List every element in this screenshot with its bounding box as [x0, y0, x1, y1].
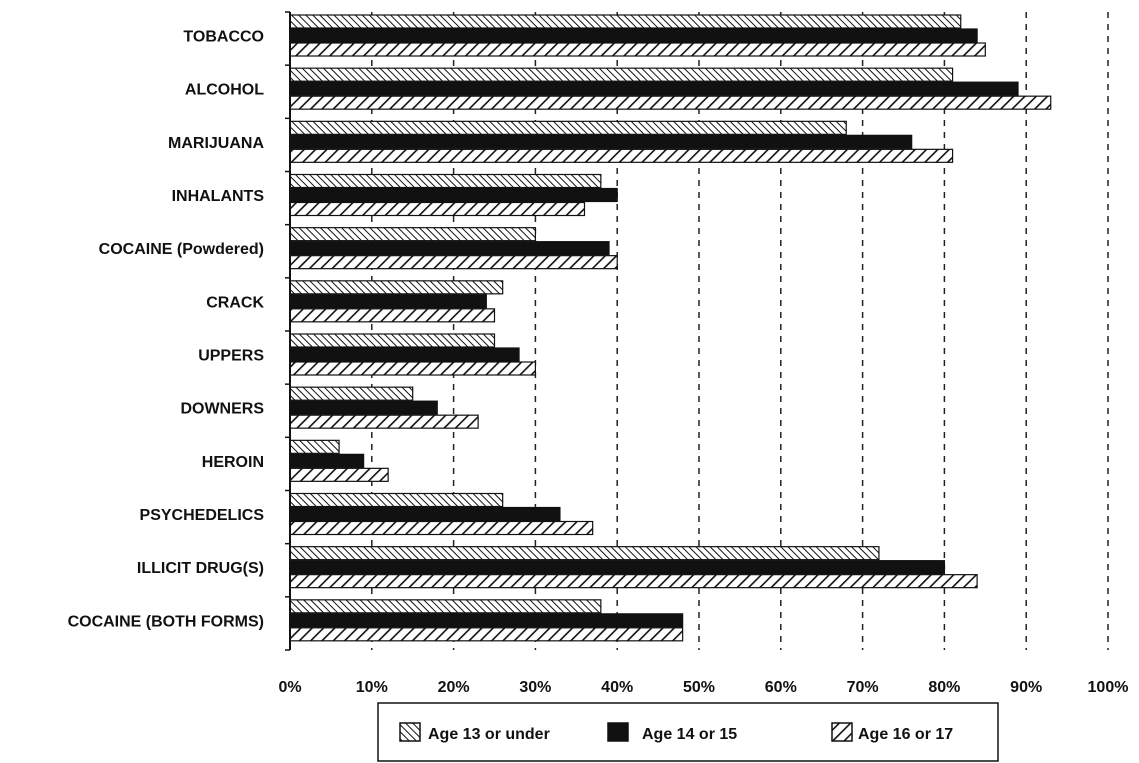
category-label-inhalants: INHALANTS [172, 188, 265, 205]
x-tick-label: 40% [601, 679, 633, 696]
bar-inhalants-age-16-or-17 [289, 201, 586, 217]
category-label-tobacco: TOBACCO [183, 29, 264, 46]
bar-illicit-drug-s-age-13-or-under [289, 546, 880, 561]
bar-downers-age-13-or-under [289, 386, 414, 401]
bar-psychedelics-age-14-or-15 [289, 506, 561, 522]
bar-alcohol-age-16-or-17 [289, 95, 1052, 110]
bar-crack-age-13-or-under [289, 280, 504, 295]
legend-swatch-age-16-or-17 [831, 722, 853, 742]
category-label-downers: DOWNERS [180, 401, 264, 418]
category-label-uppers: UPPERS [198, 348, 264, 365]
bar-tobacco-age-16-or-17 [289, 42, 986, 57]
x-tick-label: 100% [1088, 679, 1129, 696]
legend-swatch-age-14-or-15 [607, 722, 629, 742]
category-label-alcohol: ALCOHOL [185, 82, 264, 99]
bar-downers-age-16-or-17 [289, 414, 479, 429]
bar-crack-age-14-or-15 [289, 294, 487, 309]
bar-inhalants-age-14-or-15 [289, 187, 618, 203]
bar-alcohol-age-13-or-under [289, 67, 954, 82]
legend: Age 13 or under Age 14 or 15 Age 16 or 1… [377, 702, 999, 762]
category-label-illicit-drug-s: ILLICIT DRUG(S) [137, 560, 264, 577]
bar-crack-age-16-or-17 [289, 308, 496, 323]
bar-heroin-age-13-or-under [289, 439, 340, 454]
x-tick-label: 70% [847, 679, 879, 696]
bar-marijuana-age-13-or-under [289, 120, 847, 135]
bar-illicit-drug-s-age-14-or-15 [289, 560, 946, 575]
bar-tobacco-age-13-or-under [289, 14, 962, 29]
category-labels: TOBACCO ALCOHOL MARIJUANA INHALANTS COCAINE … [68, 29, 265, 631]
bar-cocaine-powdered-age-16-or-17 [289, 255, 618, 270]
legend-label-age-16-or-17: Age 16 or 17 [858, 726, 953, 743]
bar-heroin-age-16-or-17 [289, 467, 389, 482]
x-tick-label: 20% [438, 679, 470, 696]
bars [289, 14, 1052, 642]
gridlines [371, 12, 1109, 650]
bar-inhalants-age-13-or-under [289, 173, 602, 189]
bar-uppers-age-13-or-under [289, 333, 496, 348]
bar-cocaine-both-forms-age-13-or-under [289, 599, 602, 614]
bar-marijuana-age-16-or-17 [289, 148, 954, 163]
bar-heroin-age-14-or-15 [289, 453, 365, 468]
x-tick-label: 60% [765, 679, 797, 696]
bar-uppers-age-14-or-15 [289, 347, 520, 362]
x-tick-label: 50% [683, 679, 715, 696]
x-tick-label: 10% [356, 679, 388, 696]
bar-uppers-age-16-or-17 [289, 361, 536, 376]
bar-alcohol-age-14-or-15 [289, 81, 1019, 96]
legend-swatch-age-13-or-under [399, 722, 421, 742]
category-label-psychedelics: PSYCHEDELICS [140, 507, 265, 524]
bar-cocaine-powdered-age-14-or-15 [289, 241, 610, 256]
bar-marijuana-age-14-or-15 [289, 134, 913, 149]
x-tick-label: 30% [519, 679, 551, 696]
bar-psychedelics-age-16-or-17 [289, 520, 594, 536]
axes [285, 11, 291, 651]
bar-psychedelics-age-13-or-under [289, 492, 504, 508]
category-label-crack: CRACK [206, 294, 264, 311]
legend-label-age-13-or-under: Age 13 or under [428, 726, 550, 743]
bar-tobacco-age-14-or-15 [289, 28, 978, 43]
tick-labels: 0% 10% 20% 30% 40% 50% 60% 70% 80% 90% 100% [278, 679, 1128, 696]
x-tick-label: 0% [278, 679, 301, 696]
bar-downers-age-14-or-15 [289, 400, 438, 415]
bar-cocaine-both-forms-age-16-or-17 [289, 627, 684, 642]
legend-box [377, 702, 999, 762]
x-tick-label: 90% [1010, 679, 1042, 696]
x-tick-label: 80% [928, 679, 960, 696]
bar-illicit-drug-s-age-16-or-17 [289, 574, 978, 589]
category-label-cocaine-powdered: COCAINE (Powdered) [99, 241, 264, 258]
legend-label-age-14-or-15: Age 14 or 15 [642, 726, 737, 743]
bar-cocaine-powdered-age-13-or-under [289, 227, 536, 242]
category-label-heroin: HEROIN [202, 454, 264, 471]
bar-cocaine-both-forms-age-14-or-15 [289, 613, 684, 628]
category-label-marijuana: MARIJUANA [168, 135, 264, 152]
category-label-cocaine-both-forms: COCAINE (BOTH FORMS) [68, 613, 264, 630]
